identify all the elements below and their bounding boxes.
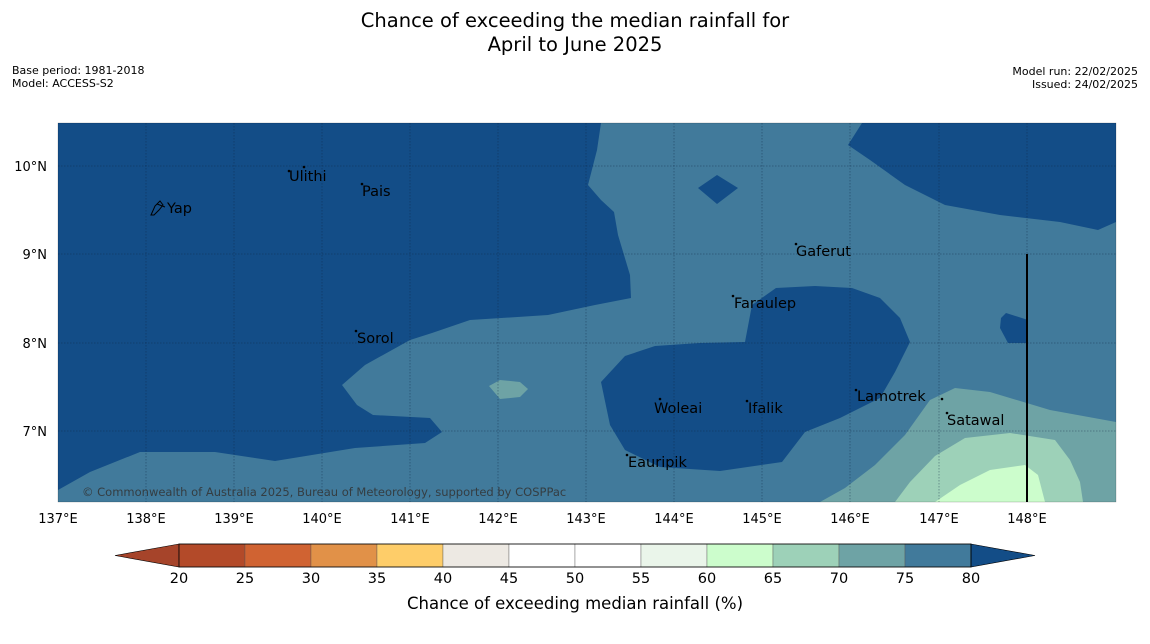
colorbar-tick-label: 60	[698, 571, 716, 587]
colorbar-box	[178, 543, 246, 568]
meta-left: Base period: 1981-2018 Model: ACCESS-S2	[12, 64, 145, 90]
colorbar-tick-label: 30	[302, 571, 320, 587]
colorbar-box	[508, 543, 576, 568]
latitude-labels: 10°N 9°N 8°N 7°N	[14, 160, 47, 440]
colorbar-box	[706, 543, 774, 568]
colorbar-tick-label: 65	[764, 571, 782, 587]
colorbar-tick-label: 75	[896, 571, 914, 587]
graticule	[58, 123, 1116, 502]
yap-island-outline	[150, 200, 166, 216]
lat-label-9n: 9°N	[23, 248, 48, 263]
region-70-75-blob	[489, 380, 528, 399]
map-frame	[57, 122, 1117, 503]
colorbar-box	[244, 543, 312, 568]
colorbar-tick-label: 45	[500, 571, 518, 587]
lon-label-147e: 147°E	[919, 512, 959, 527]
place-label-lamotrek: Lamotrek	[857, 389, 926, 405]
colorbar-tick-label: 35	[368, 571, 386, 587]
colorbar	[114, 543, 1036, 568]
model-text: Model: ACCESS-S2	[12, 76, 114, 90]
place-label-ulithi: Ulithi	[289, 169, 327, 185]
place-label-ifalik: Ifalik	[748, 401, 783, 417]
meta-right: Model run: 22/02/2025 Issued: 24/02/2025	[1012, 65, 1138, 91]
place-label-eauripik: Eauripik	[628, 455, 687, 471]
colorbar-box	[574, 543, 642, 568]
colorbar-tick-label: 40	[434, 571, 452, 587]
place-label-faraulep: Faraulep	[734, 296, 796, 312]
copyright-text: © Commonwealth of Australia 2025, Bureau…	[82, 485, 566, 499]
colorbar-box	[838, 543, 906, 568]
colorbar-outline	[178, 543, 972, 568]
islands	[150, 165, 949, 457]
lon-label-143e: 143°E	[566, 512, 606, 527]
lon-label-139e: 139°E	[214, 512, 254, 527]
colorbar-tick-label: 55	[632, 571, 650, 587]
colorbar-extend-low	[114, 543, 180, 568]
lat-label-10n: 10°N	[14, 160, 47, 175]
region-gt80-northeast	[848, 123, 1116, 230]
place-label-yap: Yap	[166, 201, 192, 217]
colorbar-box	[772, 543, 840, 568]
colorbar-box	[310, 543, 378, 568]
lon-label-137e: 137°E	[38, 512, 78, 527]
issued-text: Issued: 24/02/2025	[1031, 77, 1138, 91]
colorbar-tick-label: 20	[170, 571, 188, 587]
colorbar-box	[376, 543, 444, 568]
model-run-text: Model run: 22/02/2025	[1012, 65, 1138, 78]
colorbar-box	[904, 543, 972, 568]
colorbar-box	[442, 543, 510, 568]
lat-label-8n: 8°N	[23, 337, 48, 352]
title-line-2: April to June 2025	[487, 33, 663, 56]
region-gt80-small-patch	[1000, 313, 1028, 343]
place-label-sorol: Sorol	[357, 331, 394, 347]
lon-label-138e: 138°E	[126, 512, 166, 527]
place-label-pais: Pais	[362, 184, 391, 200]
colorbar-extend-high	[970, 543, 1036, 568]
lon-label-146e: 146°E	[830, 512, 870, 527]
colorbar-tick-label: 70	[830, 571, 848, 587]
region-gt80-central	[601, 286, 910, 471]
region-60-65	[935, 465, 1045, 502]
colorbar-tick-label: 80	[962, 571, 980, 587]
colorbar-tick-labels: 20 25 30 35 40 45 50 55 60 65 70 75 80	[170, 571, 980, 587]
map-title: Chance of exceeding the median rainfall …	[0, 9, 1150, 57]
colorbar-tick-label: 25	[236, 571, 254, 587]
lon-label-144e: 144°E	[654, 512, 694, 527]
colorbar-label: Chance of exceeding median rainfall (%)	[407, 594, 743, 613]
longitude-labels: 137°E 138°E 139°E 140°E 141°E 142°E 143°…	[38, 512, 1047, 527]
lon-label-148e: 148°E	[1007, 512, 1047, 527]
lon-label-140e: 140°E	[302, 512, 342, 527]
lon-label-142e: 142°E	[478, 512, 518, 527]
base-period-text: Base period: 1981-2018	[12, 64, 145, 77]
place-labels: Yap Ulithi Pais Gaferut Faraulep Sorol W…	[166, 169, 1004, 471]
colorbar-tick-label: 50	[566, 571, 584, 587]
lon-label-141e: 141°E	[390, 512, 430, 527]
map-area: Yap Ulithi Pais Gaferut Faraulep Sorol W…	[58, 123, 1116, 502]
region-gt80-west	[58, 123, 631, 490]
lat-label-7n: 7°N	[23, 425, 48, 440]
place-label-woleai: Woleai	[654, 401, 702, 417]
place-label-gaferut: Gaferut	[796, 244, 851, 260]
lon-label-145e: 145°E	[742, 512, 782, 527]
region-gt80-small-diamond	[698, 175, 738, 204]
colorbar-box	[640, 543, 708, 568]
place-label-satawal: Satawal	[947, 413, 1004, 429]
title-line-1: Chance of exceeding the median rainfall …	[360, 9, 790, 32]
